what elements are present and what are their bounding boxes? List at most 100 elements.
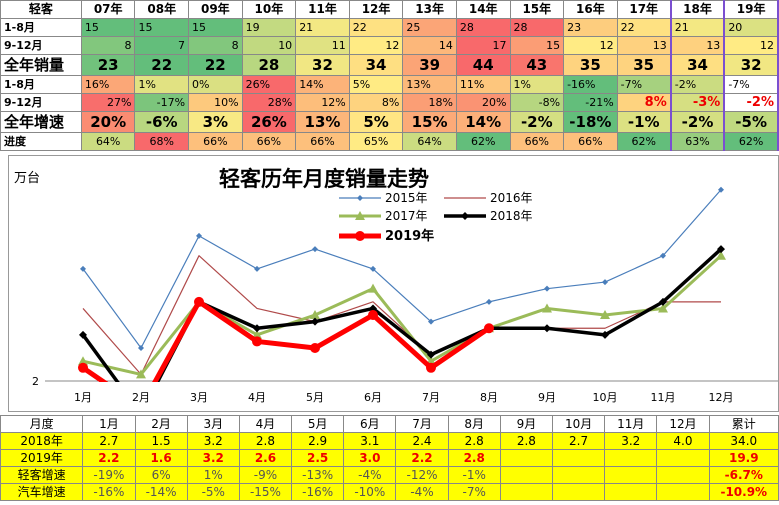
column-header: 1月: [82, 415, 136, 433]
row-label: 2019年: [0, 449, 84, 467]
cell: [604, 449, 658, 467]
cell: 12%: [295, 93, 350, 112]
column-header: 08年: [134, 0, 190, 19]
legend-label: 2017年: [385, 209, 428, 223]
cell: -10%: [343, 483, 397, 501]
cell: 3.0: [343, 449, 397, 467]
table-row: 全年增速 20% -6% 3% 26% 13% 5% 15% 14% -2% -18% -1% -2% -…: [0, 111, 779, 133]
row-label: 全年销量: [0, 54, 82, 76]
cell: -12%: [395, 466, 449, 484]
cell: 32: [295, 54, 350, 76]
x-tick-label: 10月: [593, 391, 618, 404]
table-row: 轻客 07年 08年 09年 10年 11年 12年 13年 14年 15年 16年 17年 18年 19…: [0, 0, 779, 19]
cell: 5%: [348, 75, 404, 94]
data-point: [310, 310, 320, 320]
cell: 14%: [455, 111, 511, 133]
cell: 64%: [80, 132, 136, 151]
row-label: 9-12月: [0, 36, 82, 55]
cell: [604, 466, 658, 484]
data-point: [138, 345, 144, 352]
data-point: [136, 369, 146, 379]
column-header: 12年: [348, 0, 404, 19]
cell: 3.2: [604, 432, 658, 450]
cell: 23: [80, 54, 136, 76]
cell: 13: [616, 36, 672, 55]
x-tick-label: 12月: [709, 391, 734, 404]
cell: 1%: [509, 75, 565, 94]
data-point: [368, 310, 378, 321]
cell: 1%: [186, 466, 240, 484]
cell: 12: [723, 36, 779, 55]
data-point: [312, 246, 318, 253]
cell: 65%: [348, 132, 404, 151]
data-point: [78, 362, 88, 373]
row-label: 1-8月: [0, 75, 82, 94]
cell: [604, 483, 658, 501]
cell: -13%: [291, 466, 345, 484]
cell: 21: [295, 18, 350, 37]
cell: 39: [402, 54, 457, 76]
column-header: 14年: [455, 0, 511, 19]
cell: 0%: [188, 75, 243, 94]
cell: 13: [669, 36, 726, 55]
data-point: [310, 343, 320, 354]
x-tick-label: 5月: [306, 391, 324, 404]
cell: 28: [241, 54, 297, 76]
cell: 16%: [80, 75, 136, 94]
cell: 10%: [188, 93, 243, 112]
cell: 1%: [134, 75, 190, 94]
cell: -3%: [669, 93, 726, 112]
cell: -19%: [82, 466, 136, 484]
cell: 2.8: [499, 432, 554, 450]
cell: 2.9: [291, 432, 345, 450]
cell: -2%: [723, 93, 779, 112]
table-row: 9-12月 27% -17% 10% 28% 12% 8% 18% 20% -8% -21% 8% -3…: [0, 93, 779, 112]
cell: -1%: [616, 111, 672, 133]
cell: 11%: [455, 75, 511, 94]
cell: 21: [669, 18, 726, 37]
cell: -21%: [563, 93, 618, 112]
y-axis-label: 万台: [14, 171, 40, 186]
data-point: [78, 356, 88, 366]
cell: 34: [669, 54, 726, 76]
cell: 2.2: [82, 449, 136, 467]
column-header: 19年: [723, 0, 779, 19]
column-header: 6月: [343, 415, 397, 433]
cell: 2.4: [395, 432, 449, 450]
cell: -4%: [343, 466, 397, 484]
cell: 2.7: [82, 432, 136, 450]
data-point: [543, 324, 551, 333]
table-row: 1-8月 16% 1% 0% 26% 14% 5% 13% 11% 1% -16% -7% -2% -7%: [0, 75, 779, 94]
cell: 6%: [134, 466, 188, 484]
cell: 63%: [669, 132, 726, 151]
cell: -16%: [563, 75, 618, 94]
cell: 11: [295, 36, 350, 55]
chart-panel: 轻客历年月度销量走势 万台 2 1月 2月 3月 4月 5月 6月 7月 8月 9月 10月 11月 1…: [8, 155, 779, 412]
data-point: [252, 336, 262, 347]
column-header: 12月: [656, 415, 710, 433]
cell: -10.9%: [708, 483, 779, 501]
data-point: [602, 279, 608, 286]
table-row: 9-12月 8 7 8 10 11 12 14 17 15 12 13 13 12: [0, 36, 779, 55]
cell: -5%: [723, 111, 779, 133]
cell: 35: [563, 54, 618, 76]
data-point: [717, 245, 725, 254]
cell: 1.5: [134, 432, 188, 450]
legend-marker: [355, 231, 365, 241]
cell: 28: [509, 18, 565, 37]
data-point: [600, 310, 610, 320]
cell: 7: [134, 36, 190, 55]
cell: 28%: [241, 93, 297, 112]
data-point: [368, 283, 378, 293]
cell: 8: [80, 36, 136, 55]
cell: 20%: [80, 111, 136, 133]
column-header: 10年: [241, 0, 297, 19]
column-header: 4月: [238, 415, 293, 433]
x-tick-label: 9月: [538, 391, 556, 404]
column-header: 18年: [669, 0, 726, 19]
cell: 13%: [402, 75, 457, 94]
cell: 62%: [723, 132, 779, 151]
series-line: [81, 299, 491, 382]
x-tick-label: 6月: [364, 391, 382, 404]
